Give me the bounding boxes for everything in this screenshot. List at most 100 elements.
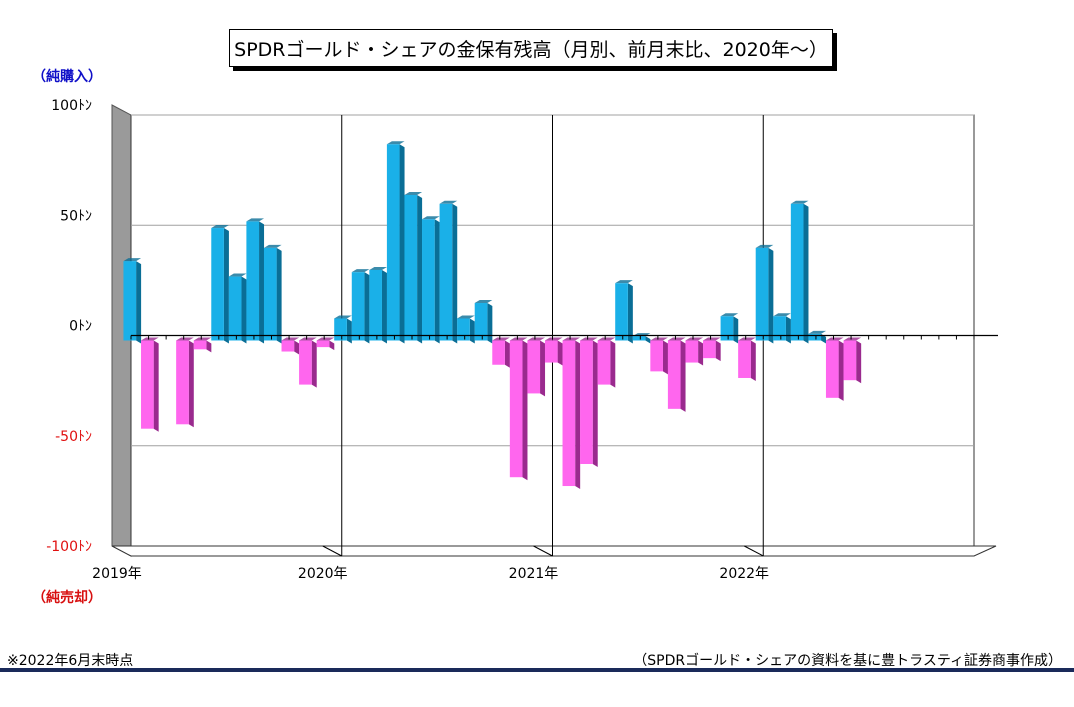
bar-top (808, 330, 827, 334)
bar-top (123, 258, 142, 262)
bar-front (123, 261, 137, 341)
bar (597, 337, 616, 388)
footnote-date: ※2022年6月末時点 (7, 653, 134, 669)
bar-front (825, 340, 839, 398)
bar (228, 273, 247, 344)
bar-top (562, 337, 581, 341)
bar-side (346, 318, 352, 344)
bar-top (685, 337, 704, 341)
bar-front (404, 194, 418, 341)
bar-top (544, 337, 563, 341)
bar-front (615, 283, 628, 341)
bar-top (246, 218, 265, 222)
bar-side (680, 340, 686, 412)
bar-front (439, 203, 453, 341)
bar-top (334, 315, 352, 319)
bar-top (773, 313, 791, 317)
bar (580, 337, 598, 467)
year-label: 2022年 (719, 566, 769, 582)
bar-top (457, 315, 475, 319)
bar-top (790, 200, 809, 204)
y-tick-label: -50ﾄﾝ (55, 429, 92, 445)
bar-side (294, 340, 300, 355)
bar-top (825, 337, 844, 341)
bar (667, 337, 686, 412)
y-tick-label: -100ﾄﾝ (46, 539, 92, 555)
bar-side (311, 340, 317, 388)
bar-side (627, 283, 633, 344)
bar-front (299, 340, 312, 385)
bar (299, 337, 317, 388)
bar-front (281, 340, 295, 352)
chart-title: SPDRゴールド・シェアの金保有残高（月別、前月末比、2020年～） (229, 29, 833, 67)
year-label: 2021年 (509, 566, 559, 582)
bar (404, 191, 423, 344)
bar-top (615, 280, 633, 284)
bar-top (176, 337, 194, 341)
bar-front (544, 340, 558, 363)
bar-side (645, 336, 651, 344)
bar-top (316, 337, 335, 341)
bars (123, 141, 862, 490)
bar (808, 330, 827, 344)
y-tick-label: 100ﾄﾝ (51, 98, 92, 114)
bar-front (720, 316, 734, 341)
bar-top (422, 216, 440, 220)
bar-side (136, 261, 142, 344)
bar-front (632, 336, 646, 341)
bar-side (698, 340, 704, 366)
bar (123, 258, 142, 344)
bar (843, 337, 862, 384)
bar-top (580, 337, 598, 341)
bar-side (557, 340, 563, 366)
bar-front (193, 340, 207, 350)
footer-rule (0, 668, 1074, 672)
bar-side (821, 333, 827, 344)
bar-side (329, 340, 335, 351)
bar-side (750, 340, 756, 381)
bar-front (597, 340, 611, 385)
bar-side (715, 340, 721, 362)
bar-side (452, 203, 458, 344)
bar-front (755, 247, 769, 341)
bar (193, 337, 212, 353)
bar (773, 313, 791, 344)
year-divider-floor (322, 545, 342, 557)
bar-side (188, 340, 194, 428)
bar-front (457, 318, 470, 341)
bar (176, 337, 194, 428)
bar-top (597, 337, 616, 341)
bar-front (351, 272, 365, 341)
bar-front (422, 219, 435, 341)
bar-side (469, 318, 475, 344)
bar-top (474, 300, 493, 304)
bar-side (434, 219, 440, 344)
bar-front (562, 340, 576, 487)
bar (263, 244, 282, 344)
bar (685, 337, 704, 366)
bar (369, 266, 387, 344)
bar (755, 244, 774, 344)
bar-front (808, 333, 822, 341)
bar-top (281, 337, 300, 341)
bar-side (768, 247, 774, 344)
bar (316, 337, 335, 351)
bar-side (522, 340, 528, 481)
bar-front (650, 340, 663, 372)
bar-side (856, 340, 862, 384)
bar-side (610, 340, 616, 388)
bar-top (509, 337, 528, 341)
bar-front (141, 340, 154, 429)
bar-side (417, 194, 423, 344)
bar (825, 337, 844, 401)
bar-side (504, 340, 510, 368)
bar (509, 337, 528, 481)
bar-top (650, 337, 668, 341)
bar-top (299, 337, 317, 341)
bar (615, 280, 633, 344)
bar-front (263, 247, 277, 341)
bar-side (259, 221, 265, 344)
bar-side (803, 203, 809, 344)
bar-top (843, 337, 862, 341)
